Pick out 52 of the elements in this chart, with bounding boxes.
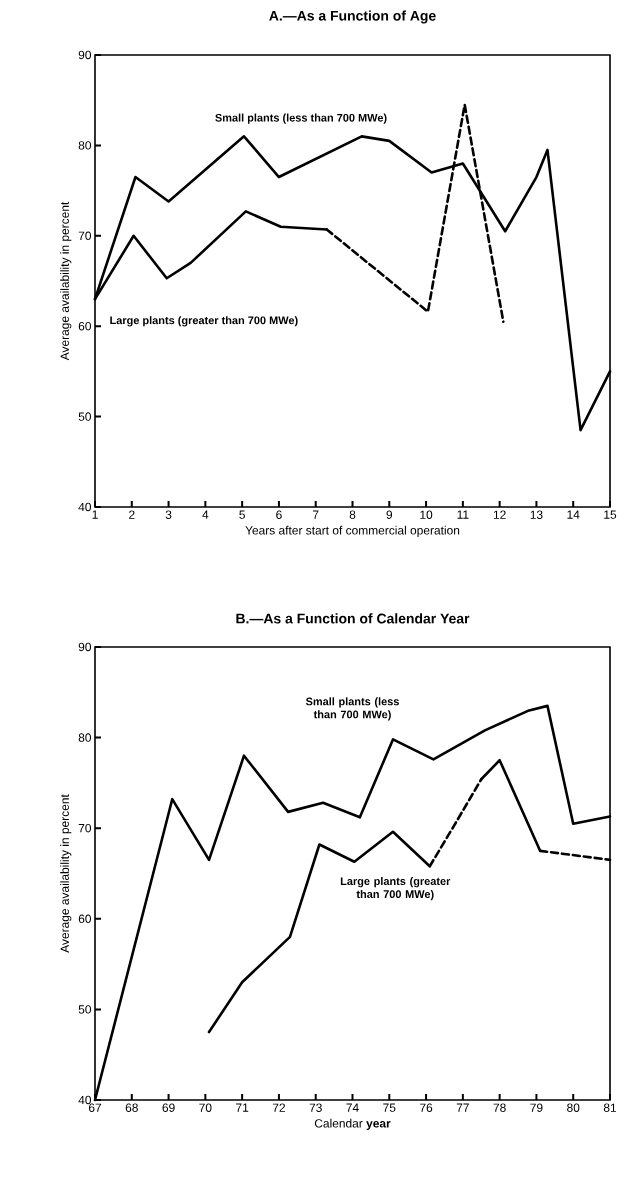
chart-title: B.—As a Function of Calendar Year [236, 613, 470, 624]
x-tick-label: 13 [530, 510, 543, 519]
y-tick-label: 70 [78, 823, 92, 833]
x-tick-label: 76 [420, 1103, 433, 1112]
x-tick-label: 14 [567, 510, 580, 519]
legend-label: Large plants (greater than 700 MWe) [110, 316, 298, 327]
y-tick-label: 60 [78, 321, 92, 331]
x-tick-label: 10 [420, 510, 433, 519]
x-tick-label: 69 [162, 1103, 175, 1112]
y-tick-label: 40 [78, 502, 92, 512]
x-tick-label: 71 [236, 1103, 249, 1112]
series-label: Large plants (greater than 700 MWe) [340, 877, 451, 901]
y-axis-title: Average availability in percent [60, 794, 72, 953]
x-tick-label: 9 [386, 510, 393, 519]
x-tick-label: 72 [272, 1103, 285, 1112]
x-tick-label: 1 [92, 510, 98, 519]
y-axis-title: Average availability in percent [60, 201, 72, 361]
x-axis-title: Years after start of commercial operation [245, 525, 460, 537]
y-tick-label: 60 [78, 914, 92, 924]
x-tick-label: 81 [603, 1103, 617, 1112]
x-tick-label: 2 [129, 510, 135, 519]
x-tick-label: 78 [493, 1103, 506, 1112]
x-tick-label: 70 [199, 1103, 212, 1112]
y-tick-label: 80 [78, 733, 92, 742]
y-tick-label: 90 [78, 50, 92, 60]
x-tick-label: 77 [456, 1103, 469, 1112]
x-tick-label: 68 [125, 1103, 138, 1112]
y-tick-label: 50 [78, 1005, 92, 1014]
series-label: Small plants (less than 700 MWe) [305, 697, 399, 721]
x-tick-label: 75 [383, 1103, 396, 1112]
y-tick-label: 80 [78, 141, 92, 150]
x-tick-label: 74 [346, 1103, 359, 1112]
x-tick-label: 79 [530, 1103, 543, 1112]
series-label: Small plants (less than 700 MWe) [215, 113, 387, 124]
x-tick-label: 4 [202, 510, 209, 519]
x-tick-label: 7 [313, 510, 319, 519]
x-tick-label: 12 [493, 510, 506, 519]
x-tick-label: 8 [349, 510, 356, 519]
chart-title: A.—As a Function of Age [269, 10, 436, 24]
x-tick-label: 3 [165, 510, 172, 519]
x-axis-title: Calendar year [314, 1118, 391, 1130]
x-tick-label: 5 [239, 510, 245, 519]
y-tick-label: 40 [78, 1095, 92, 1105]
y-tick-label: 70 [78, 231, 92, 241]
x-tick-label: 67 [88, 1103, 102, 1112]
x-tick-label: 11 [457, 510, 469, 519]
y-tick-label: 90 [78, 642, 92, 652]
x-tick-label: 73 [309, 1103, 322, 1112]
y-tick-label: 50 [78, 412, 92, 421]
x-tick-label: 80 [567, 1103, 580, 1112]
x-tick-label: 15 [604, 510, 617, 519]
x-tick-label: 6 [276, 510, 282, 519]
